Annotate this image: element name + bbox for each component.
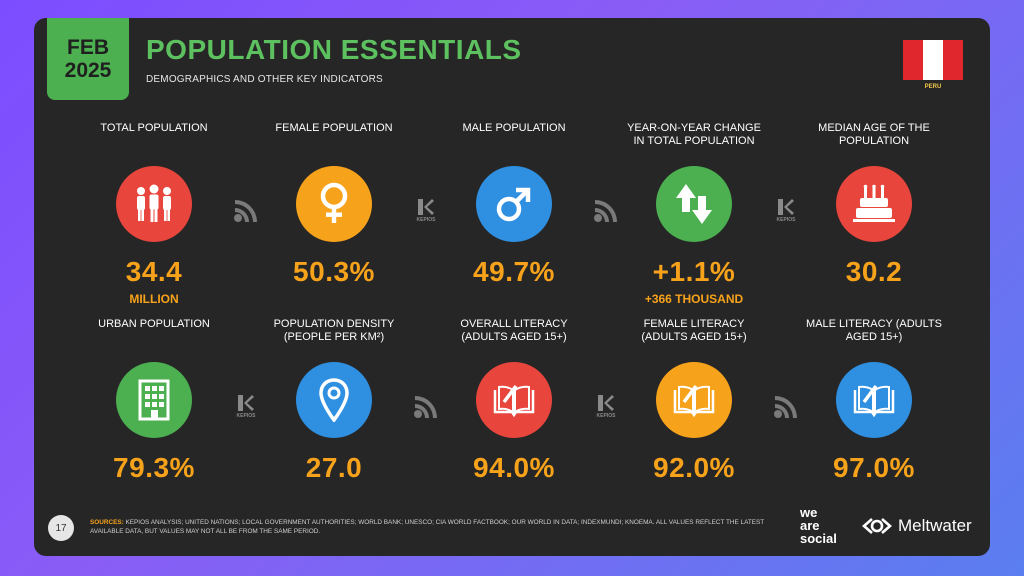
we-are-social-logo: we are social xyxy=(800,506,837,545)
card-total-population: TOTAL POPULATION 34.4 MILLION xyxy=(84,122,224,306)
card-value: 30.2 xyxy=(845,256,903,287)
brand-line: are xyxy=(800,518,820,533)
card-label: POPULATION DENSITY (PEOPLE PER KM²) xyxy=(273,318,395,343)
card-value: 49.7% xyxy=(473,256,555,287)
card-unit: MILLION xyxy=(129,292,179,306)
card-value: 34.4 xyxy=(125,256,183,287)
male-icon xyxy=(476,166,552,242)
page-title: POPULATION ESSENTIALS xyxy=(146,34,522,65)
datareportal-logo-icon xyxy=(592,200,620,228)
book-pen-icon xyxy=(476,362,552,438)
card-female-literacy: FEMALE LITERACY (ADULTS AGED 15+) 92.0% xyxy=(624,318,764,484)
kepios-label: KEPIOS xyxy=(776,217,796,223)
card-value: 79.3% xyxy=(113,452,195,483)
kepios-logo-icon: KEPIOS xyxy=(772,198,800,226)
card-yoy-change: YEAR-ON-YEAR CHANGE IN TOTAL POPULATION … xyxy=(624,122,764,306)
card-label: TOTAL POPULATION xyxy=(100,122,208,134)
slide: FEB 2025 POPULATION ESSENTIALS DEMOGRAPH… xyxy=(34,18,990,556)
book-pen-icon xyxy=(836,362,912,438)
sources-label: SOURCES: xyxy=(90,519,124,526)
page-number: 17 xyxy=(48,515,74,541)
card-value: 50.3% xyxy=(293,256,375,287)
building-icon xyxy=(116,362,192,438)
card-female-population: FEMALE POPULATION 50.3% xyxy=(264,122,404,288)
kepios-logo-icon: KEPIOS xyxy=(232,394,260,422)
card-median-age: MEDIAN AGE OF THE POPULATION 30.2 xyxy=(804,122,944,288)
card-label: FEMALE POPULATION xyxy=(275,122,393,134)
country-label: PERU xyxy=(924,84,942,90)
card-label: FEMALE LITERACY (ADULTS AGED 15+) xyxy=(641,318,747,343)
card-value: +1.1% xyxy=(652,256,736,287)
card-urban-population: URBAN POPULATION 79.3% xyxy=(84,318,224,484)
kepios-logo-icon: KEPIOS xyxy=(592,394,620,422)
kepios-label: KEPIOS xyxy=(416,217,436,223)
birthday-cake-icon xyxy=(836,166,912,242)
sources-body: KEPIOS ANALYSIS; UNITED NATIONS; LOCAL G… xyxy=(90,519,765,535)
meltwater-label: Meltwater xyxy=(898,516,972,535)
book-pen-icon xyxy=(656,362,732,438)
card-label: MEDIAN AGE OF THE POPULATION xyxy=(818,122,930,147)
kepios-label: KEPIOS xyxy=(596,413,616,419)
kepios-label: KEPIOS xyxy=(236,413,256,419)
meltwater-logo: Meltwater xyxy=(860,516,972,536)
date-tab: FEB 2025 xyxy=(47,18,129,100)
card-value: 92.0% xyxy=(653,452,735,483)
sources-text: SOURCES: KEPIOS ANALYSIS; UNITED NATIONS… xyxy=(90,518,770,536)
datareportal-logo-icon xyxy=(772,396,800,424)
card-male-literacy: MALE LITERACY (ADULTS AGED 15+) 97.0% xyxy=(804,318,944,484)
datareportal-logo-icon xyxy=(412,396,440,424)
card-overall-literacy: OVERALL LITERACY (ADULTS AGED 15+) 94.0% xyxy=(444,318,584,484)
card-value: 27.0 xyxy=(305,452,363,483)
datareportal-logo-icon xyxy=(232,200,260,228)
card-label: URBAN POPULATION xyxy=(98,318,210,330)
brand-line: social xyxy=(800,531,837,546)
brand-line: we xyxy=(800,505,818,520)
card-male-population: MALE POPULATION 49.7% xyxy=(444,122,584,288)
people-icon xyxy=(116,166,192,242)
card-label: MALE LITERACY (ADULTS AGED 15+) xyxy=(806,318,942,343)
card-label: OVERALL LITERACY (ADULTS AGED 15+) xyxy=(460,318,568,343)
card-value: 94.0% xyxy=(473,452,555,483)
up-down-arrows-icon xyxy=(656,166,732,242)
page-subtitle: DEMOGRAPHICS AND OTHER KEY INDICATORS xyxy=(146,74,383,85)
card-population-density: POPULATION DENSITY (PEOPLE PER KM²) 27.0 xyxy=(264,318,404,484)
kepios-logo-icon: KEPIOS xyxy=(412,198,440,226)
female-icon xyxy=(296,166,372,242)
meltwater-symbol-icon xyxy=(862,518,892,534)
card-value: 97.0% xyxy=(833,452,915,483)
date-month: FEB xyxy=(67,36,109,59)
card-unit: +366 THOUSAND xyxy=(644,292,744,306)
card-label: MALE POPULATION xyxy=(462,122,566,134)
peru-flag-icon xyxy=(903,40,963,80)
date-year: 2025 xyxy=(64,59,112,82)
card-label: YEAR-ON-YEAR CHANGE IN TOTAL POPULATION xyxy=(627,122,761,147)
map-pin-icon xyxy=(296,362,372,438)
